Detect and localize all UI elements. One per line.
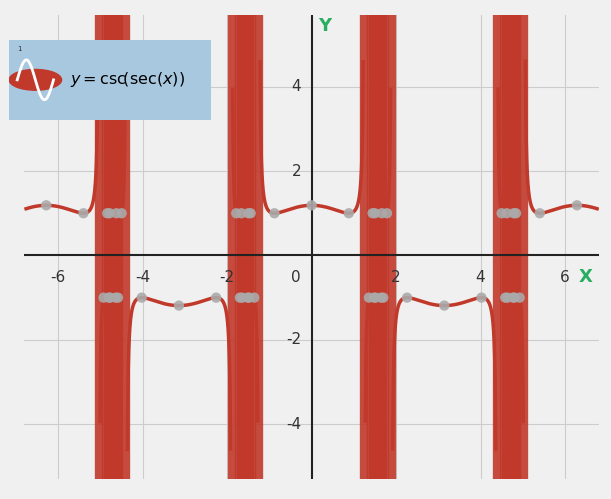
Point xyxy=(238,293,247,301)
Point xyxy=(369,293,379,301)
Point xyxy=(477,293,486,301)
Point xyxy=(511,209,521,217)
Text: X: X xyxy=(579,268,593,286)
Point xyxy=(232,209,241,217)
Text: 4: 4 xyxy=(291,79,301,94)
Point xyxy=(500,293,510,301)
Text: 2: 2 xyxy=(391,270,401,285)
Point xyxy=(344,209,354,217)
Point xyxy=(42,201,51,209)
Point xyxy=(307,201,316,209)
Point xyxy=(99,293,109,301)
Point xyxy=(382,209,392,217)
Text: Y: Y xyxy=(318,17,331,35)
Point xyxy=(211,293,221,301)
Point xyxy=(243,209,253,217)
Point xyxy=(402,293,412,301)
Point xyxy=(117,209,126,217)
Point xyxy=(376,293,386,301)
Point xyxy=(104,209,114,217)
FancyBboxPatch shape xyxy=(9,40,211,120)
Point xyxy=(502,209,511,217)
Text: -6: -6 xyxy=(51,270,66,285)
Point xyxy=(269,209,279,217)
Text: -2: -2 xyxy=(286,332,301,347)
Point xyxy=(104,293,114,301)
Point xyxy=(439,301,449,309)
Text: -4: -4 xyxy=(135,270,150,285)
Point xyxy=(79,209,89,217)
Point xyxy=(535,209,544,217)
Point xyxy=(246,209,255,217)
Circle shape xyxy=(9,69,62,90)
Point xyxy=(508,293,518,301)
Point xyxy=(111,293,120,301)
Point xyxy=(514,293,524,301)
Point xyxy=(368,209,378,217)
Text: 4: 4 xyxy=(476,270,485,285)
Point xyxy=(377,209,387,217)
Text: -4: -4 xyxy=(286,417,301,432)
Point xyxy=(503,293,513,301)
Point xyxy=(113,293,123,301)
Point xyxy=(370,209,380,217)
Point xyxy=(510,293,519,301)
Point xyxy=(378,293,388,301)
Point xyxy=(235,293,245,301)
Point xyxy=(572,201,582,209)
Text: 6: 6 xyxy=(560,270,570,285)
Point xyxy=(497,209,507,217)
Point xyxy=(243,293,252,301)
Text: 2: 2 xyxy=(291,164,301,179)
Point xyxy=(105,293,115,301)
Point xyxy=(371,293,381,301)
Text: $y = \mathrm{csc}\!\left(\mathrm{sec}(x)\right)$: $y = \mathrm{csc}\!\left(\mathrm{sec}(x)… xyxy=(70,70,185,89)
Point xyxy=(249,293,259,301)
Point xyxy=(112,209,122,217)
Point xyxy=(174,301,184,309)
Text: 0: 0 xyxy=(291,270,301,285)
Text: -2: -2 xyxy=(219,270,235,285)
Text: 1: 1 xyxy=(17,46,22,52)
Point xyxy=(364,293,374,301)
Point xyxy=(236,209,246,217)
Point xyxy=(102,209,112,217)
Point xyxy=(509,209,519,217)
Point xyxy=(244,293,254,301)
Point xyxy=(137,293,147,301)
